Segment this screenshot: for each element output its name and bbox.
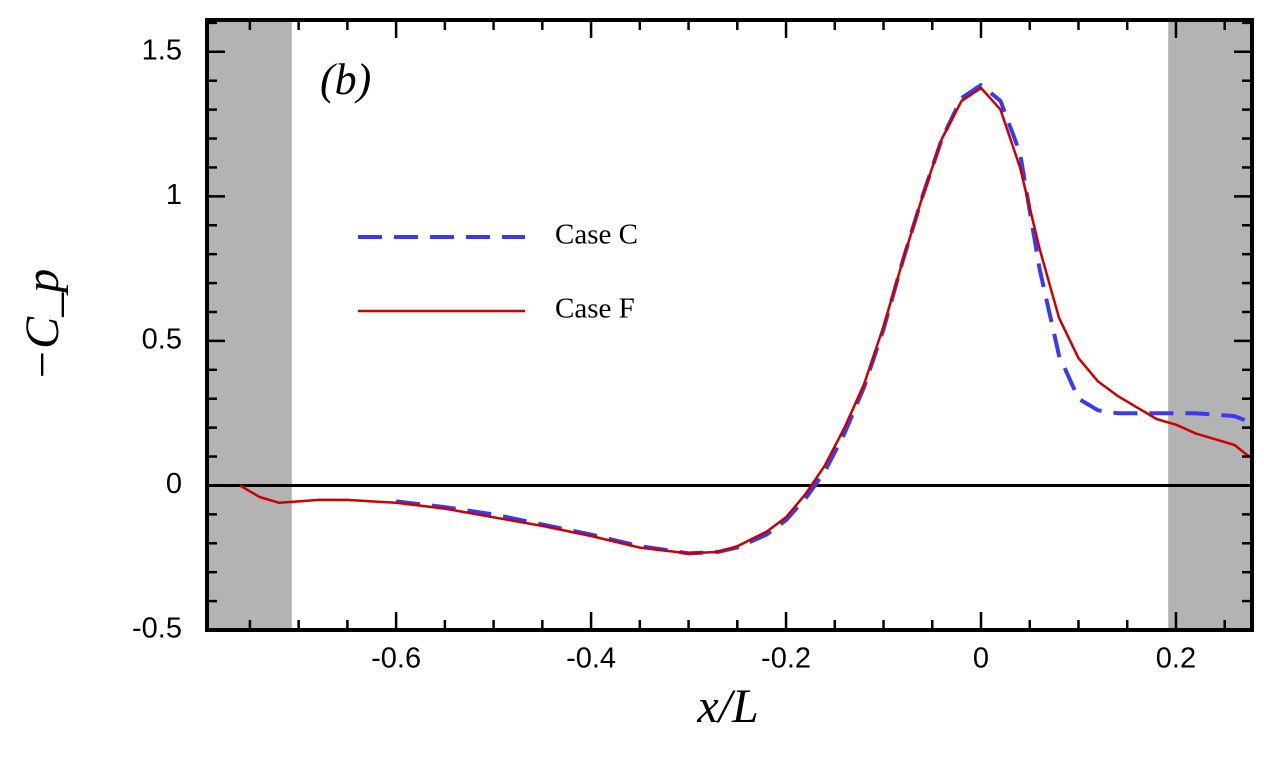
x-tick-label: 0.2 — [1156, 643, 1196, 675]
x-axis-label: x/L — [696, 680, 758, 733]
line-series — [239, 86, 1250, 555]
plot-frame — [205, 18, 1254, 632]
x-tick-label: -0.2 — [761, 643, 811, 675]
x-tick-label: -0.4 — [566, 643, 616, 675]
y-tick-label: -0.5 — [132, 613, 182, 645]
line-series — [395, 83, 1250, 556]
y-tick-label: 0.5 — [142, 324, 182, 356]
x-tick-label: -0.6 — [371, 643, 421, 675]
y-axis-label: −C_p — [16, 269, 69, 381]
shaded-region — [1168, 20, 1252, 630]
y-tick-label: 1 — [166, 179, 182, 211]
y-tick-label: 1.5 — [142, 34, 182, 66]
shaded-region — [207, 20, 292, 630]
chart-title: (b) — [320, 55, 371, 104]
y-tick-label: 0 — [166, 468, 182, 500]
legend-label: Case C — [555, 219, 638, 251]
legend-label: Case F — [555, 293, 635, 325]
x-tick-label: 0 — [973, 643, 989, 675]
